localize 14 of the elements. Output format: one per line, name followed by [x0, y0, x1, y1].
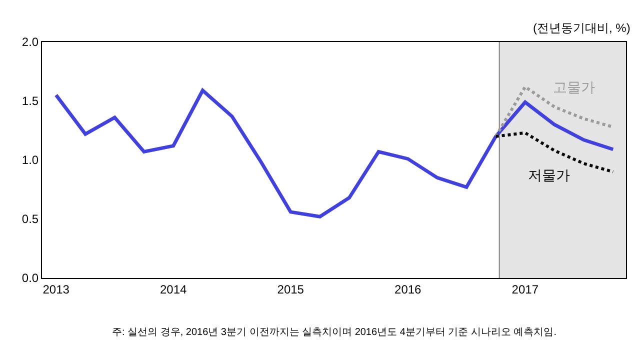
x-tick-label: 2014 [160, 282, 188, 296]
y-tick-label: 0.5 [22, 212, 39, 226]
x-tick-label: 2013 [42, 282, 70, 296]
x-tick-label: 2016 [394, 282, 422, 296]
series-label: 고물가 [553, 79, 595, 95]
text: (전년동기대비, %) [533, 21, 630, 35]
x-tick-label: 2015 [277, 282, 304, 296]
series-label: 저물가 [528, 167, 570, 183]
text: 주: 실선의 경우, 2016년 3분기 이전까지는 실측치이며 2016년도 4분기부터 기준 시나리오 예측치임. [112, 327, 557, 338]
y-tick-label: 1.0 [22, 153, 39, 168]
x-tick-label: 2017 [512, 282, 539, 296]
y-tick-label: 0.0 [22, 271, 39, 286]
y-tick-label: 2.0 [22, 35, 39, 50]
y-tick-label: 1.5 [22, 94, 39, 108]
